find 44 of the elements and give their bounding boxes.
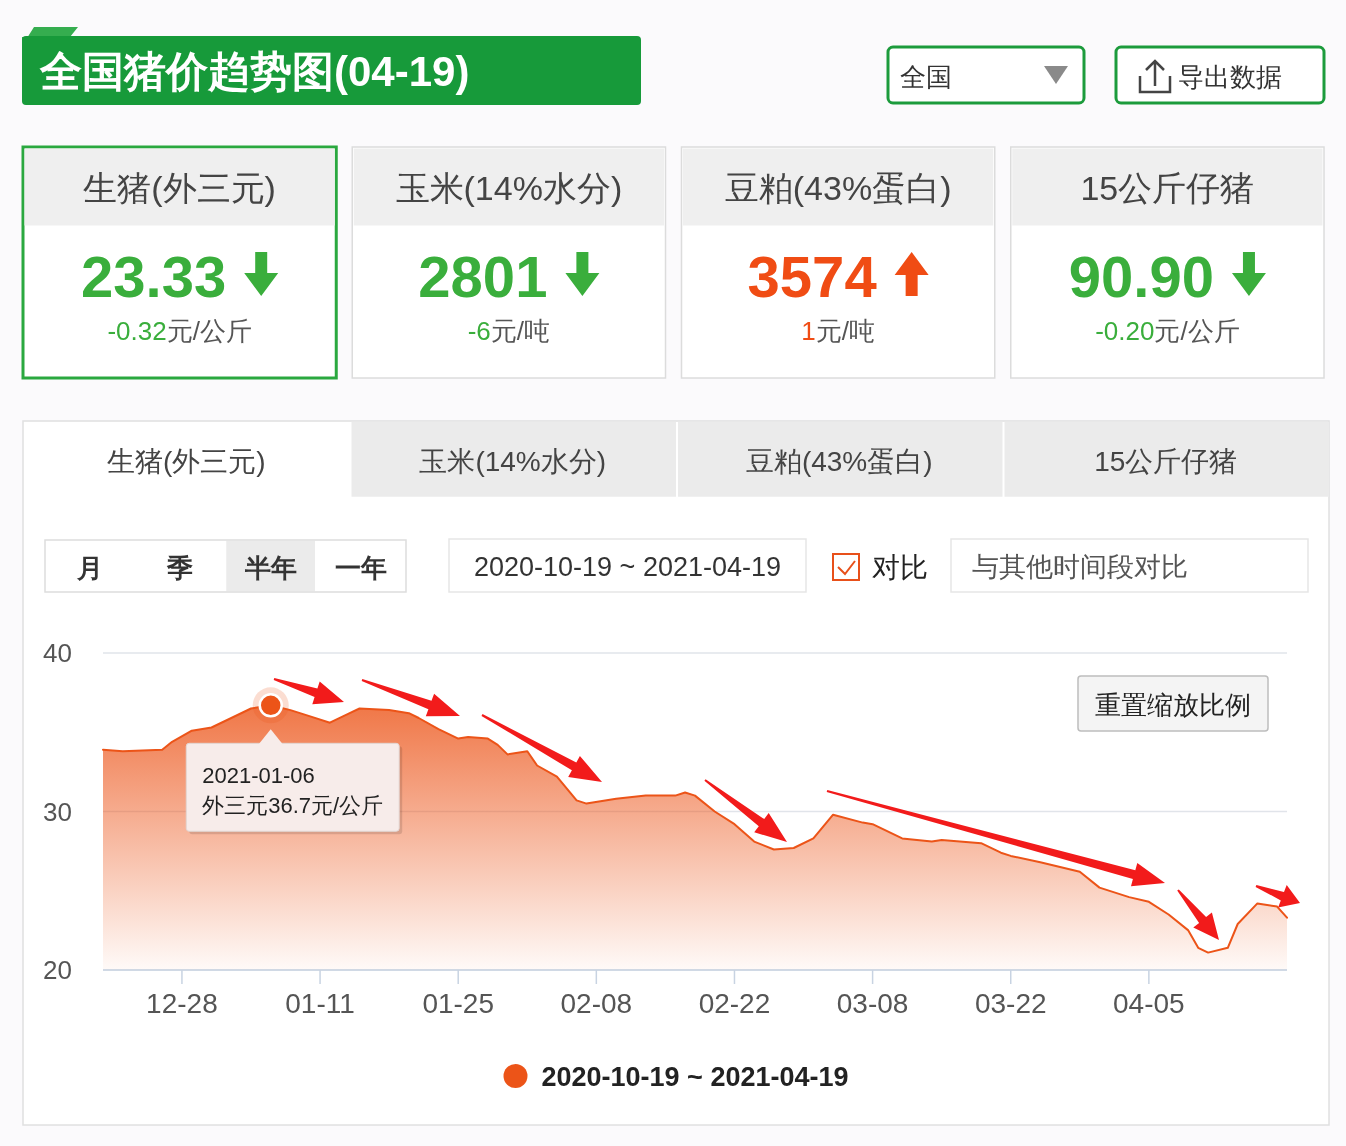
- y-tick-label: 30: [43, 796, 72, 827]
- text: 导出数据: [1178, 62, 1282, 92]
- x-tick-label: 01-25: [422, 988, 495, 1019]
- text: 生猪(外三元): [83, 169, 276, 207]
- x-tick-label: 02-08: [560, 988, 633, 1019]
- text: 90.90: [1068, 244, 1214, 309]
- x-tick-label: 03-22: [974, 988, 1047, 1019]
- text: 元/公斤: [166, 316, 252, 346]
- legend-label: 2020-10-19 ~ 2021-04-19: [541, 1062, 849, 1092]
- text: 全国猪价趋势图(04-19): [39, 48, 470, 95]
- text: 2020-10-19 ~ 2021-04-19: [474, 552, 781, 582]
- data-label: 1: [801, 316, 816, 346]
- annotation: 2021-01-06 外三元36.7元/公斤: [202, 763, 384, 819]
- text: 季: [166, 553, 194, 583]
- text: 15公斤仔猪: [1094, 446, 1238, 477]
- data-label: -0.20: [1095, 316, 1155, 346]
- x-tick-label: 04-05: [1113, 988, 1185, 1019]
- data-label: -6: [467, 316, 491, 346]
- text: 月: [76, 553, 104, 583]
- annotation: 重置缩放比例: [1095, 690, 1251, 720]
- y-tick-label: 40: [43, 638, 72, 668]
- text: 豆粕(43%蛋白): [724, 169, 952, 207]
- text: 23.33: [81, 244, 227, 309]
- text: 对比: [872, 552, 928, 583]
- text: 元/吨: [815, 316, 875, 346]
- text: 与其他时间段对比: [972, 552, 1188, 582]
- x-tick-label: 12-28: [146, 988, 218, 1019]
- text: 元/公斤: [1154, 316, 1240, 346]
- text: 半年: [243, 553, 297, 583]
- text: 玉米(14%水分): [419, 446, 607, 477]
- text: 15公斤仔猪: [1080, 169, 1255, 207]
- x-tick-label: 02-22: [698, 988, 771, 1019]
- text: 生猪(外三元): [106, 446, 266, 477]
- text: 全国: [900, 62, 952, 92]
- text: 玉米(14%水分): [395, 169, 623, 207]
- x-tick-label: 01-11: [285, 988, 355, 1019]
- text: 一年: [334, 553, 387, 583]
- text: 2801: [418, 244, 548, 309]
- data-label: -0.32: [107, 316, 167, 346]
- y-tick-label: 20: [43, 955, 72, 985]
- text: 元/吨: [490, 316, 551, 346]
- text: 豆粕(43%蛋白): [745, 446, 933, 477]
- x-tick-label: 03-08: [836, 988, 909, 1019]
- text: 3574: [747, 244, 877, 309]
